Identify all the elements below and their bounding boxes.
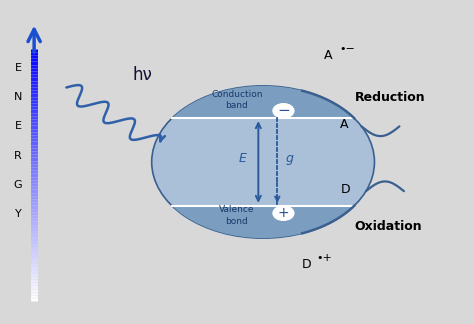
Text: E: E (15, 63, 21, 73)
Text: •−: •− (339, 44, 355, 53)
Text: A: A (340, 118, 349, 131)
Text: N: N (14, 92, 22, 102)
Text: −: − (277, 103, 290, 118)
FancyBboxPatch shape (147, 206, 379, 254)
Text: •+: •+ (317, 253, 332, 262)
Text: Conduction
band: Conduction band (211, 90, 263, 110)
Text: E: E (238, 152, 246, 165)
Text: A: A (324, 49, 332, 62)
Text: D: D (301, 258, 311, 271)
Text: g: g (286, 152, 294, 165)
Text: hν: hν (132, 65, 152, 84)
Text: Valence
bond: Valence bond (219, 205, 255, 226)
FancyBboxPatch shape (147, 70, 379, 118)
Text: +: + (278, 206, 289, 220)
Text: E: E (15, 122, 21, 131)
Text: G: G (14, 180, 22, 190)
Circle shape (152, 86, 374, 238)
Text: Oxidation: Oxidation (355, 220, 422, 233)
Circle shape (273, 104, 294, 118)
Text: R: R (14, 151, 22, 160)
Text: Reduction: Reduction (355, 91, 425, 104)
Circle shape (273, 206, 294, 220)
Text: D: D (340, 183, 350, 196)
Text: Y: Y (15, 209, 21, 219)
